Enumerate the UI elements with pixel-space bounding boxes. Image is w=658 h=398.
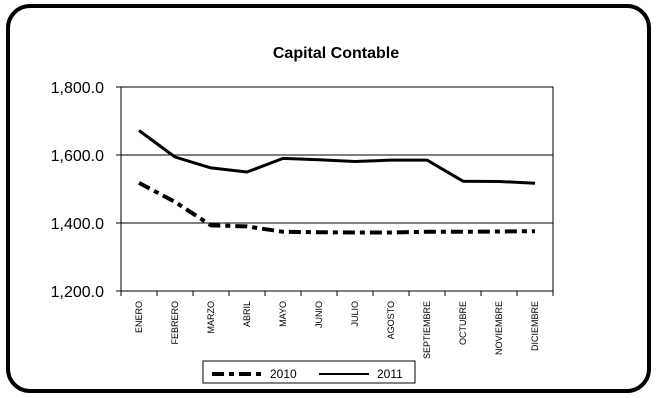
x-tick-label: DICIEMBRE — [530, 301, 540, 351]
legend-label-2010: 2010 — [270, 367, 297, 381]
x-tick-label: ENERO — [134, 301, 144, 333]
series-line-2010 — [138, 181, 536, 235]
y-tick-label: 1,800.0 — [51, 80, 104, 97]
gridlines — [121, 154, 553, 224]
x-tick-label: FEBRERO — [170, 301, 180, 345]
y-tick-label: 1,200.0 — [51, 284, 104, 301]
series-line-2011 — [138, 129, 536, 185]
x-tick-label: MARZO — [206, 301, 216, 334]
chart-title: Capital Contable — [273, 45, 399, 62]
x-tick-label: MAYO — [278, 301, 288, 327]
x-tick-label: AGOSTO — [386, 301, 396, 339]
x-tick-label: JULIO — [350, 301, 360, 327]
legend-label-2011: 2011 — [377, 367, 403, 381]
y-axis: 1,200.0 1,400.0 1,600.0 1,800.0 — [51, 80, 121, 301]
x-axis: ENERO FEBRERO MARZO ABRIL MAYO JUNIO JULIO AGOS… — [120, 291, 554, 359]
y-tick-label: 1,600.0 — [51, 148, 104, 165]
series-layer — [138, 129, 536, 235]
x-tick-label: OCTUBRE — [458, 301, 468, 345]
x-tick-label: SEPTIEMBRE — [422, 301, 432, 359]
x-tick-label: ABRIL — [242, 301, 252, 327]
chart-border — [6, 4, 651, 393]
x-tick-label: NOVIEMBRE — [494, 301, 504, 355]
x-tick-label: JUNIO — [314, 301, 324, 328]
y-tick-label: 1,400.0 — [51, 216, 104, 233]
legend-box — [202, 360, 416, 384]
legend: 2010 2011 — [202, 360, 416, 384]
